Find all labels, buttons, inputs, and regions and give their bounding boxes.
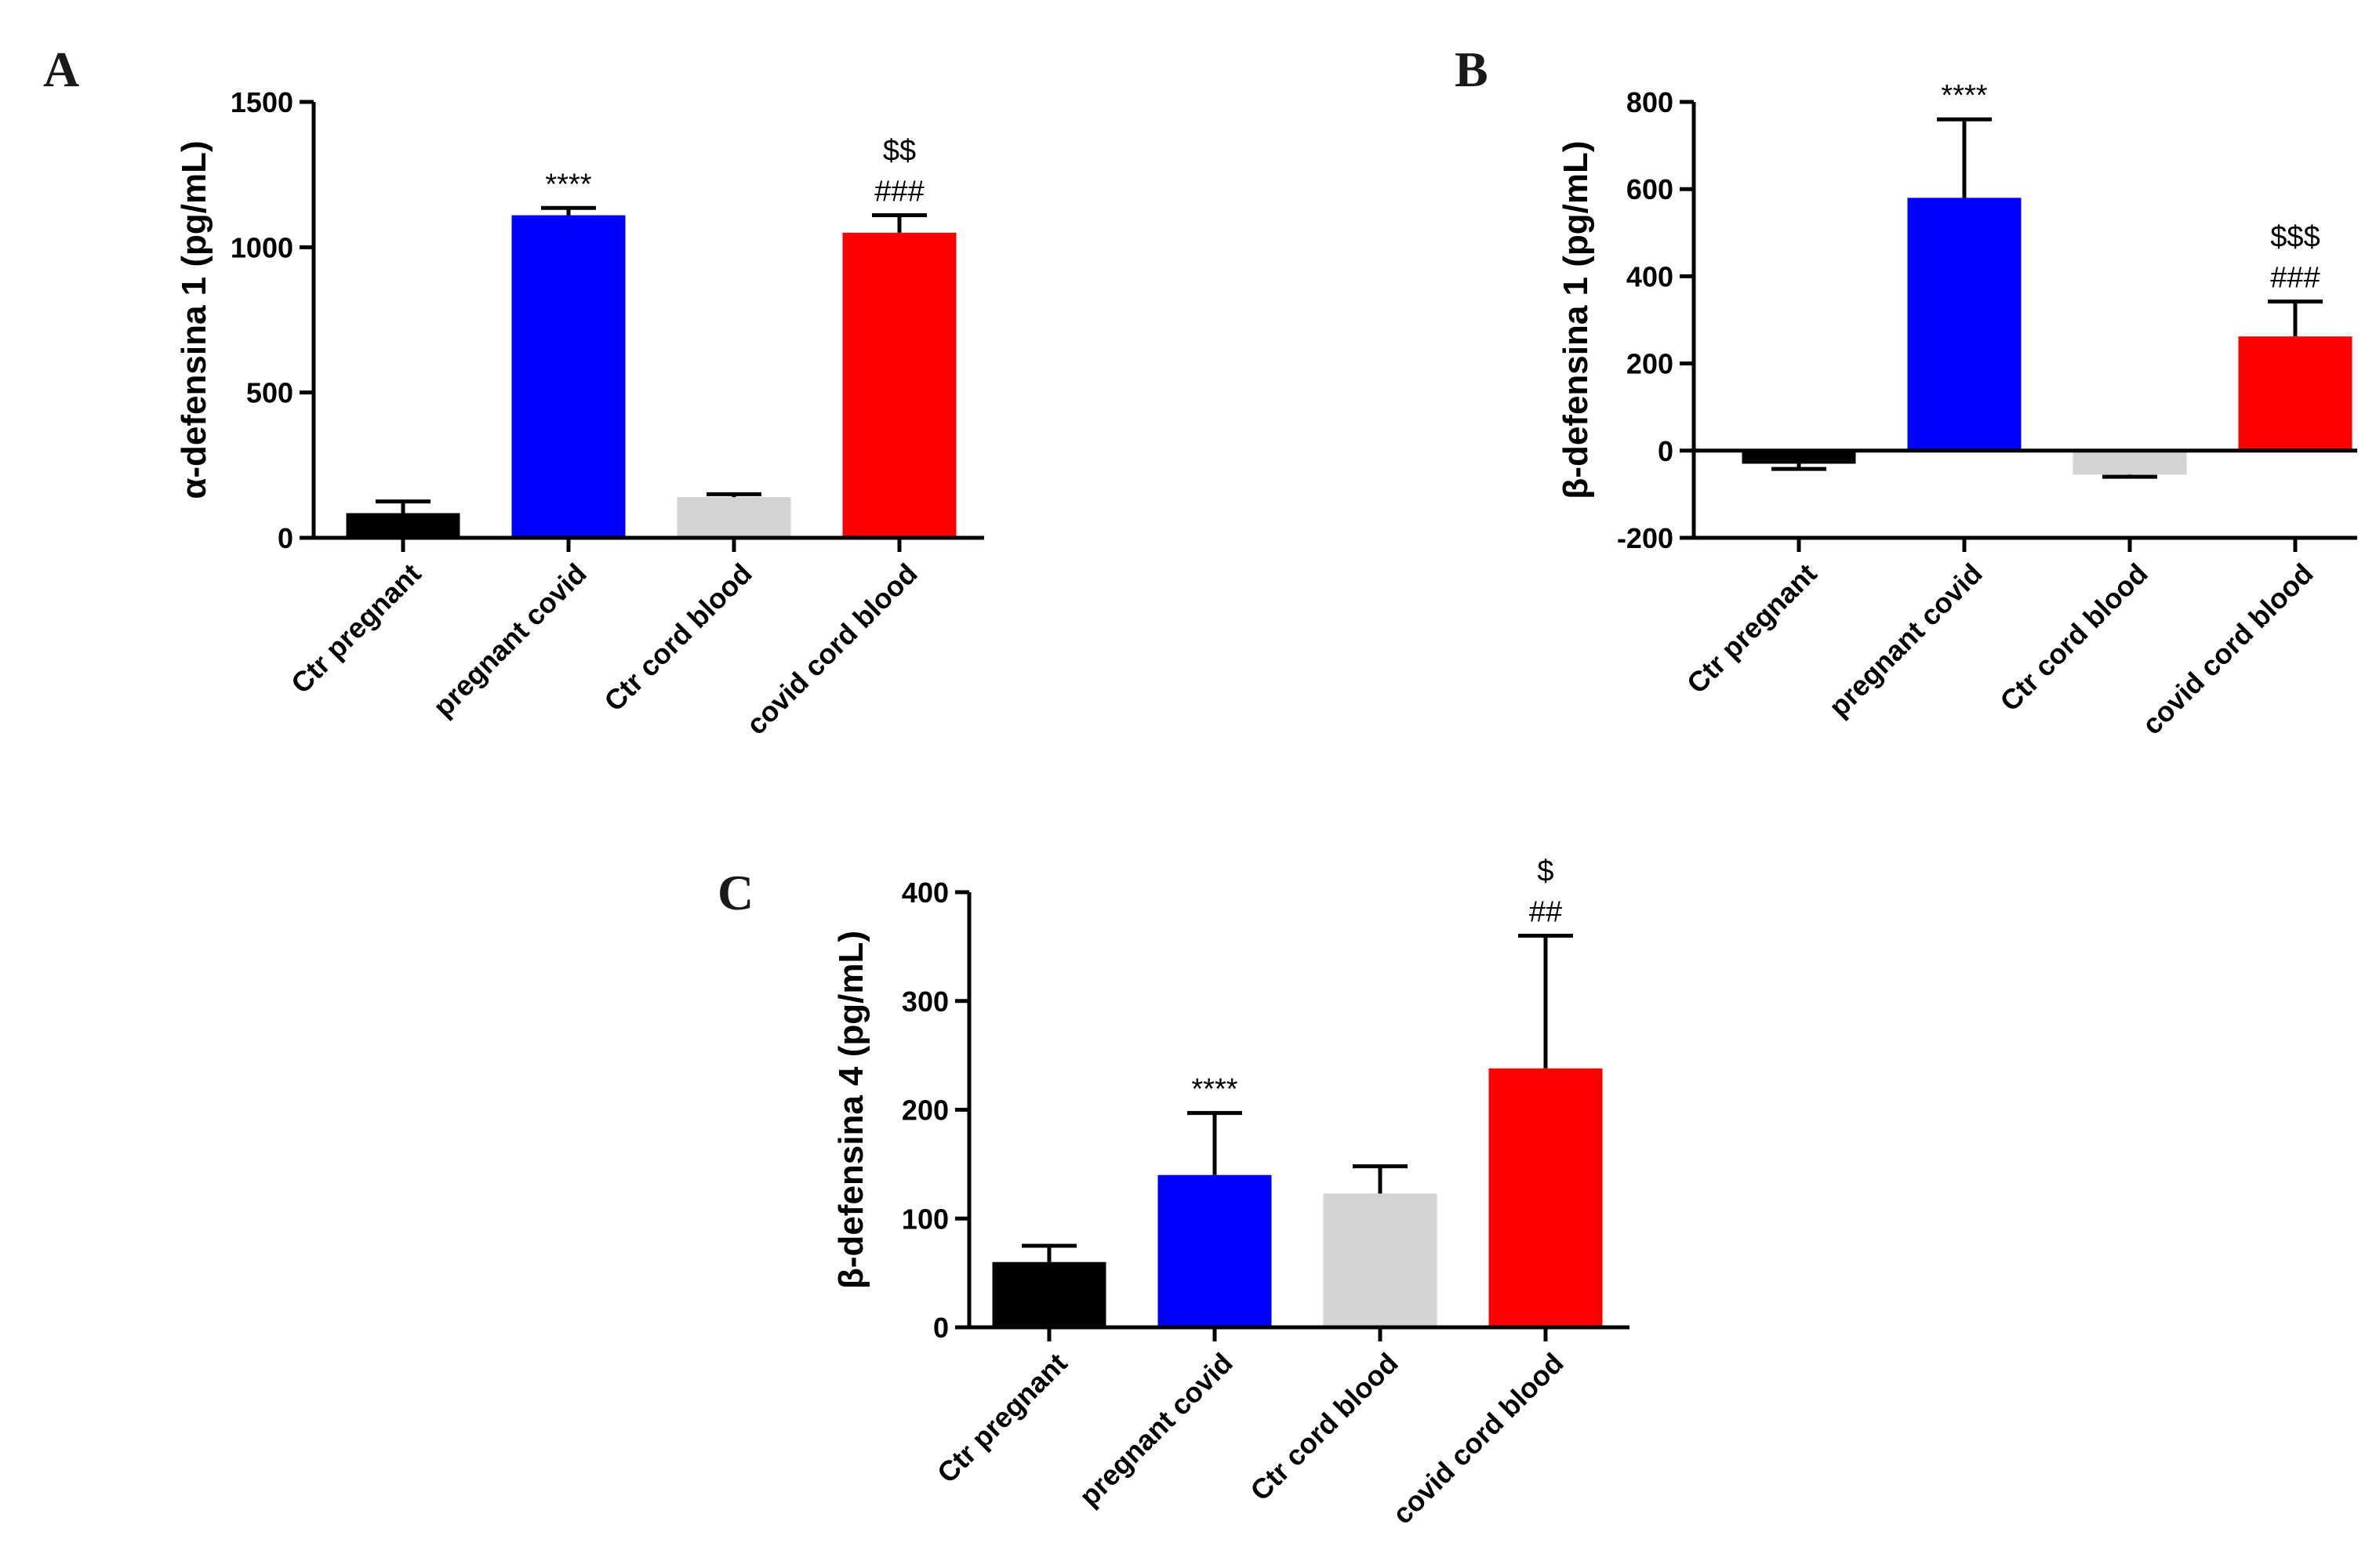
panel-c-category-label-ctr-pregnant: Ctr pregnant	[931, 1347, 1074, 1490]
panel-a-y-tick-label-1500: 1500	[231, 86, 293, 118]
panel-c-category-label-ctr-cord-blood: Ctr cord blood	[1244, 1347, 1404, 1507]
panel-b-category-label-covid-cord-blood: covid cord blood	[2136, 557, 2320, 741]
panel-b-error-bar-pregnant-covid	[1937, 117, 1992, 198]
panel-b-annotation-pregnant-covid-0: ****	[1941, 79, 1987, 112]
panel-b-letter: B	[1455, 42, 1488, 97]
panel-c-bar-covid-cord-blood	[1488, 1068, 1603, 1327]
panel-c-y-tick-label-400: 400	[902, 877, 949, 909]
panel-c-error-bar-ctr-pregnant	[1022, 1243, 1077, 1262]
panel-b-y-tick-label-400: 400	[1626, 260, 1673, 292]
panel-b-bar-ctr-pregnant	[1742, 450, 1856, 464]
panel-a-error-bar-ctr-pregnant	[376, 499, 431, 514]
panel-c-y-axis-label: β-defensina 4 (pg/mL)	[832, 931, 870, 1289]
panel-b: Bβ-defensina 1 (pg/mL) Ctr pregnant **** pr…	[1455, 42, 2357, 741]
panel-b-y-tick-label-200: -200	[1617, 522, 1673, 554]
panel-b-bar-pregnant-covid	[1907, 198, 2022, 451]
panel-b-y-tick-label-200: 200	[1626, 348, 1673, 380]
panel-c-bar-ctr-pregnant	[992, 1261, 1106, 1327]
panel-a-bar-ctr-pregnant	[346, 513, 460, 538]
panel-c-annotation-covid-cord-blood-0: ##	[1529, 896, 1562, 929]
panel-c-y-tick-label-0: 0	[933, 1312, 949, 1344]
panel-b-error-bar-ctr-cord-blood	[2102, 474, 2157, 479]
panel-c: Cβ-defensina 4 (pg/mL) Ctr pregnant **** pr…	[718, 855, 1629, 1530]
panel-b-category-label-ctr-cord-blood: Ctr cord blood	[1993, 557, 2153, 717]
panel-b-y-tick-label-0: 0	[1658, 435, 1673, 467]
panel-a-annotation-covid-cord-blood-0: ###	[874, 176, 924, 209]
panel-b-error-bar-ctr-pregnant	[1771, 463, 1826, 471]
panel-a-annotation-pregnant-covid-0: ****	[545, 168, 591, 201]
panel-b-annotation-covid-cord-blood-1: $$$	[2270, 221, 2320, 254]
panel-c-annotation-covid-cord-blood-1: $	[1537, 855, 1553, 888]
panel-a: Aα-defensina 1 (pg/mL) Ctr pregnant **** pr…	[43, 42, 984, 741]
panel-a-category-label-covid-cord-blood: covid cord blood	[740, 557, 924, 741]
panel-c-error-bar-pregnant-covid	[1187, 1111, 1242, 1175]
panel-b-y-tick-label-800: 800	[1626, 86, 1673, 118]
panel-a-category-label-ctr-cord-blood: Ctr cord blood	[598, 557, 757, 717]
panel-b-category-label-ctr-pregnant: Ctr pregnant	[1680, 557, 1823, 700]
panel-b-bar-covid-cord-blood	[2238, 336, 2352, 451]
panel-a-y-axis-label: α-defensina 1 (pg/mL)	[175, 140, 213, 499]
panel-a-bar-ctr-cord-blood	[677, 497, 791, 538]
panel-c-y-tick-label-300: 300	[902, 985, 949, 1018]
panel-c-annotation-pregnant-covid-0: ****	[1191, 1073, 1237, 1106]
panel-a-error-bar-ctr-cord-blood	[707, 492, 761, 498]
panel-c-category-label-pregnant-covid: pregnant covid	[1073, 1347, 1238, 1512]
panel-c-letter: C	[718, 865, 754, 920]
panel-b-error-bar-covid-cord-blood	[2268, 299, 2323, 337]
panel-c-bar-pregnant-covid	[1157, 1174, 1272, 1327]
panel-a-y-tick-label-500: 500	[246, 377, 293, 409]
panel-a-error-bar-covid-cord-blood	[872, 213, 927, 233]
panel-c-bar-ctr-cord-blood	[1323, 1193, 1437, 1327]
panel-a-category-label-pregnant-covid: pregnant covid	[427, 557, 592, 723]
panel-a-error-bar-pregnant-covid	[541, 205, 596, 216]
panel-c-error-bar-covid-cord-blood	[1518, 934, 1573, 1069]
panel-b-y-axis-label: β-defensina 1 (pg/mL)	[1557, 140, 1595, 499]
panel-c-category-label-covid-cord-blood: covid cord blood	[1386, 1347, 1570, 1530]
panel-c-y-tick-label-200: 200	[902, 1094, 949, 1127]
panel-b-category-label-pregnant-covid: pregnant covid	[1822, 557, 1988, 723]
panel-a-y-tick-label-0: 0	[278, 522, 293, 554]
panel-a-annotation-covid-cord-blood-1: $$	[883, 135, 916, 168]
panel-b-annotation-covid-cord-blood-0: ###	[2270, 262, 2320, 295]
panel-a-bar-covid-cord-blood	[842, 232, 957, 538]
panel-b-bar-ctr-cord-blood	[2073, 450, 2187, 475]
panel-c-y-tick-label-100: 100	[902, 1203, 949, 1235]
panel-b-y-tick-label-600: 600	[1626, 173, 1673, 205]
panel-a-bar-pregnant-covid	[511, 215, 626, 538]
panel-a-letter: A	[43, 42, 79, 97]
panel-c-error-bar-ctr-cord-blood	[1353, 1164, 1408, 1194]
panel-a-category-label-ctr-pregnant: Ctr pregnant	[285, 557, 427, 700]
panel-a-y-tick-label-1000: 1000	[231, 231, 293, 263]
